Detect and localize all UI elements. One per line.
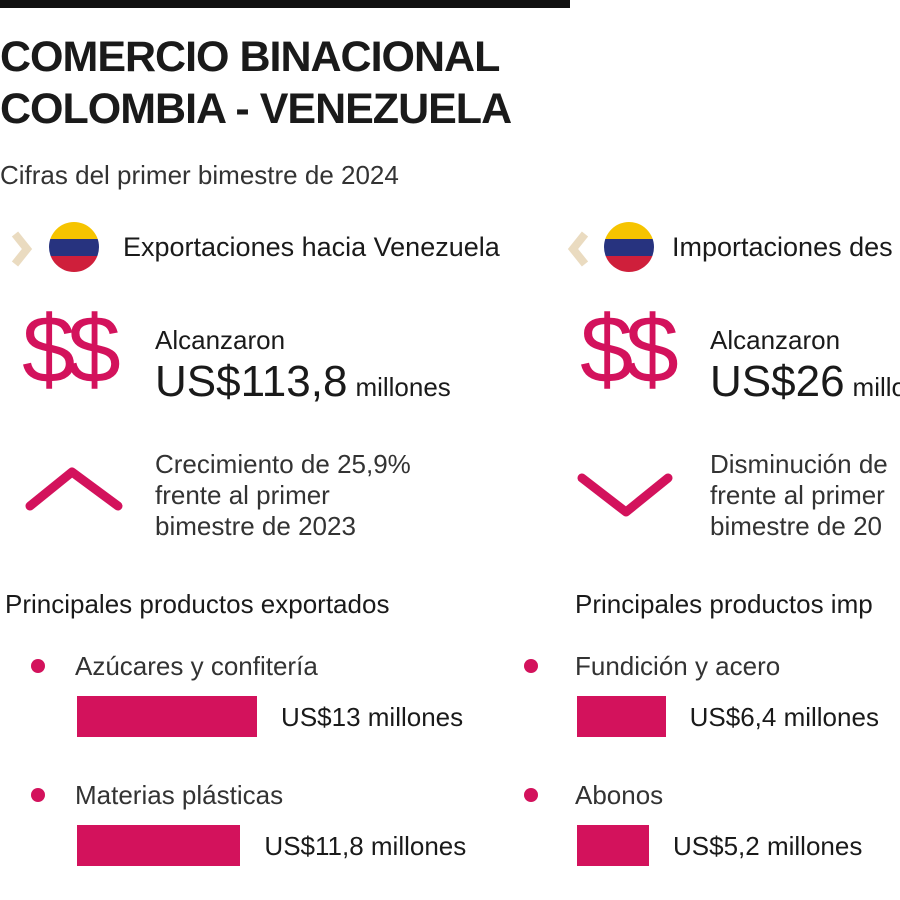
product-name: Materias plásticas <box>75 780 284 810</box>
bar <box>577 696 666 737</box>
bar <box>77 696 258 737</box>
value-label: US$11,8 millones <box>264 831 467 861</box>
bar <box>77 825 241 866</box>
reached-label: Alcanzaron <box>155 325 286 355</box>
product-name: Azúcares y confitería <box>75 651 318 681</box>
column-heading: Exportaciones hacia Venezuela <box>123 232 500 262</box>
reached-label: Alcanzaron <box>710 325 841 355</box>
change-line: Disminución de <box>710 449 888 479</box>
down-caret <box>577 473 673 517</box>
subtitle: Cifras del primer bimestre de 2024 <box>0 160 399 190</box>
bullet <box>524 659 538 673</box>
amount-unit: millo <box>852 372 900 402</box>
up-caret <box>25 467 123 511</box>
top-rule <box>0 0 570 8</box>
value-label: US$5,2 millones <box>673 831 863 861</box>
amount-unit: millones <box>355 372 451 402</box>
product-name: Fundición y acero <box>575 651 781 681</box>
chevron <box>567 231 589 267</box>
money-icon: $$ <box>580 296 679 403</box>
amount-value: US$113,8 <box>155 357 348 406</box>
chevron <box>11 231 33 267</box>
value-label: US$13 millones <box>281 702 464 732</box>
change-line: frente al primer <box>710 480 885 510</box>
title-line: COLOMBIA - VENEZUELA <box>0 85 512 133</box>
flag <box>604 222 654 272</box>
products-heading: Principales productos imp <box>575 589 873 619</box>
product-name: Abonos <box>575 780 664 810</box>
column-heading: Importaciones des <box>672 232 893 262</box>
change-line: frente al primer <box>155 480 330 510</box>
bullet <box>524 788 538 802</box>
amount-value: US$26 <box>710 357 845 406</box>
amount: US$26 millo <box>710 360 900 404</box>
money-icon: $$ <box>22 296 121 403</box>
bullet <box>31 659 45 673</box>
bar <box>577 825 650 866</box>
products-heading: Principales productos exportados <box>5 589 390 619</box>
change-line: bimestre de 20 <box>710 511 882 541</box>
flag <box>49 222 99 272</box>
value-label: US$6,4 millones <box>689 702 879 732</box>
change-line: bimestre de 2023 <box>155 511 356 541</box>
bullet <box>31 788 45 802</box>
title-line: COMERCIO BINACIONAL <box>0 33 500 81</box>
amount: US$113,8 millones <box>155 360 451 404</box>
change-line: Crecimiento de 25,9% <box>155 449 411 479</box>
